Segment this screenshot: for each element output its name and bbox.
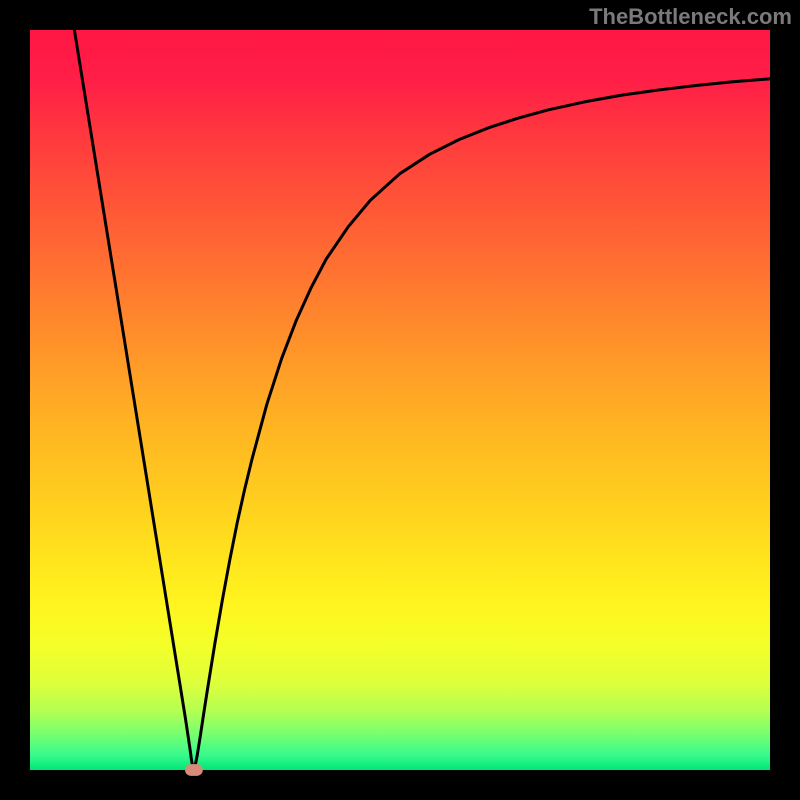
plot-background [30,30,770,770]
optimum-marker [185,764,203,776]
chart-container: { "meta": { "watermark_text": "TheBottle… [0,0,800,800]
bottleneck-chart [0,0,800,800]
